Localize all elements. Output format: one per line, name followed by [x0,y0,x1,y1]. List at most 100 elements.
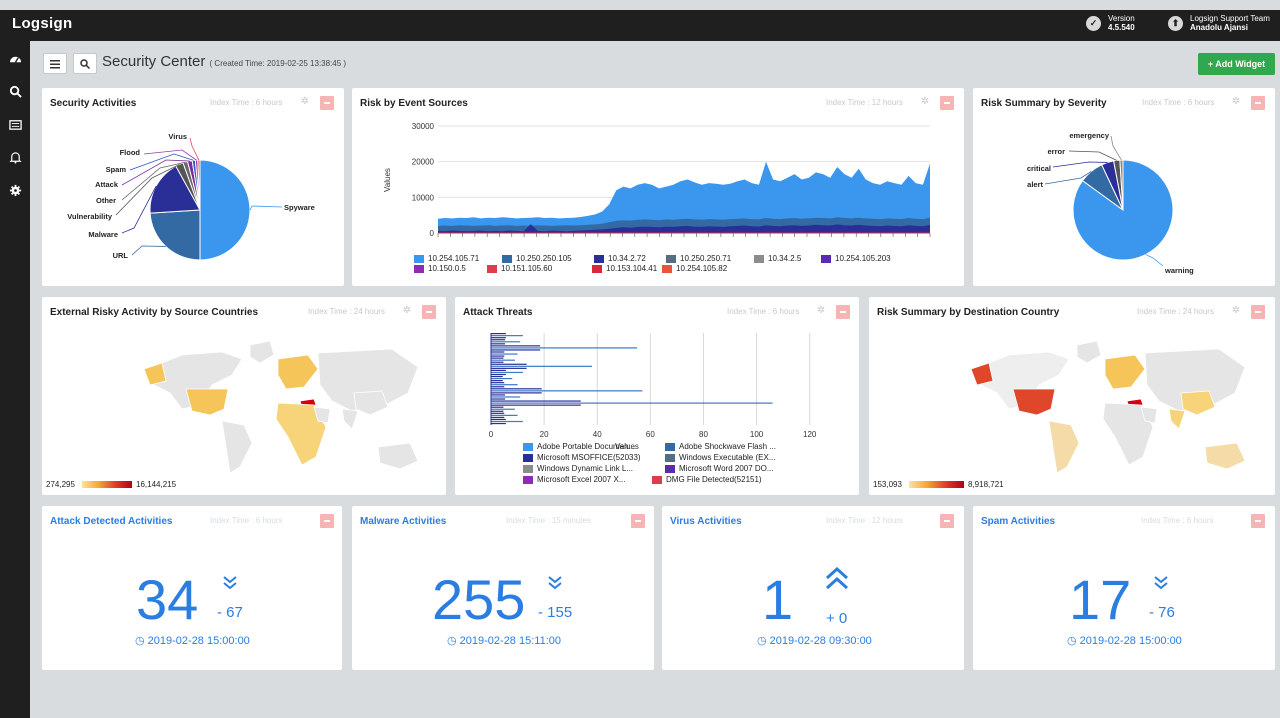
legend-item[interactable]: Adobe Portable Documen... [523,442,635,451]
attack-detected-panel: Attack Detected Activities Index Time : … [42,506,342,670]
legend-item[interactable]: 10.34.2.72 [594,254,646,263]
panel-title: Virus Activities [670,516,742,527]
legend-swatch [523,453,533,462]
x-tick-label: 100 [750,430,764,439]
bar [491,353,518,355]
legend-item[interactable]: DMG File Detected(52151) [652,475,762,484]
remove-widget-button[interactable] [1251,96,1265,110]
legend-swatch [665,464,675,473]
bar [491,410,504,412]
sidebar-item-reports[interactable] [0,112,30,136]
legend-swatch [662,264,672,273]
sidebar-item-search[interactable] [0,79,30,103]
legend-item[interactable]: 10.254.105.203 [821,254,891,263]
search-button[interactable] [73,53,97,74]
remove-widget-button[interactable] [631,514,645,528]
sidebar-item-alerts[interactable] [0,145,30,169]
pie-leader-line [131,245,166,256]
legend-item[interactable]: Windows Executable (EX... [665,453,775,462]
legend-label: 10.254.105.71 [428,254,480,263]
pie-slice-spyware [199,159,251,261]
legend-label: 10.250.250.105 [516,254,572,263]
legend-swatch [502,254,512,263]
bar [491,359,515,361]
bar [491,416,505,419]
gear-icon[interactable]: ✲ [402,305,412,316]
y-tick-label: 0 [430,229,435,238]
panel-title: Malware Activities [360,516,447,527]
panel-title: Risk by Event Sources [360,98,468,109]
panel-title: External Risky Activity by Source Countr… [50,307,259,318]
gear-icon[interactable]: ✲ [816,305,826,316]
pie-label: error [1047,147,1065,156]
metric-time: ◷ 2019-02-28 09:30:00 [757,635,872,647]
version-value: 4.5.540 [1108,23,1135,32]
pie-label: Malware [88,230,118,239]
bar [491,337,506,339]
sidebar-item-settings[interactable] [0,178,30,202]
remove-widget-button[interactable] [320,96,334,110]
y-tick-label: 20000 [412,158,435,167]
bar [491,357,504,359]
security-activities-panel: Security Activities Index Time : 6 hours… [42,88,344,286]
remove-widget-button[interactable] [940,96,954,110]
legend-item[interactable]: Adobe Shockwave Flash ... [665,442,776,451]
legend-item[interactable]: Windows Dynamic Link L... [523,464,633,473]
legend-item[interactable]: 10.254.105.82 [662,264,727,273]
chevron-double-down-icon [1153,574,1169,595]
world-map[interactable] [869,297,1275,495]
metric-time-text: 2019-02-28 15:00:00 [1079,635,1182,647]
remove-widget-button[interactable] [836,305,850,319]
legend-item[interactable]: 10.250.250.71 [666,254,731,263]
bar [491,355,505,357]
legend-item[interactable]: 10.250.250.105 [502,254,572,263]
y-tick-label: 10000 [412,193,435,202]
pie-label: Attack [95,180,119,189]
bar [491,390,643,392]
bar [491,420,523,423]
remove-widget-button[interactable] [422,305,436,319]
legend-item[interactable]: 10.151.105.60 [487,264,552,273]
gear-icon[interactable]: ✲ [1231,96,1241,107]
pie-leader-line [249,205,283,211]
brand-logo[interactable]: Logsign [12,15,73,32]
legend-item[interactable]: Microsoft MSOFFICE(52033) [523,453,641,462]
metric-time: ◷ 2019-02-28 15:00:00 [135,635,250,647]
legend-item[interactable]: 10.254.105.71 [414,254,479,263]
legend-item[interactable]: 10.150.0.5 [414,264,466,273]
spam-panel: Spam Activities Index Time : 6 hours 17 … [973,506,1275,670]
legend-item[interactable]: Microsoft Excel 2007 X... [523,475,625,484]
legend-label: 10.34.2.5 [768,254,802,263]
page-title: Security Center ( Created Time: 2019-02-… [102,53,346,70]
x-tick-label: 0 [489,430,494,439]
legend-item[interactable]: Microsoft Word 2007 DO... [665,464,774,473]
index-time: Index Time : 24 hours [308,307,385,316]
remove-widget-button[interactable] [1251,514,1265,528]
add-widget-button[interactable]: + Add Widget [1198,53,1275,75]
pie-label: Spyware [284,203,315,212]
country-india [1168,408,1186,430]
remove-widget-button[interactable] [320,514,334,528]
remove-widget-button[interactable] [1251,305,1265,319]
user-menu[interactable]: ⬆ Logsign Support Team Anadolu Ajansi [1168,14,1270,32]
bar [491,333,506,335]
bar [491,375,503,378]
legend-item[interactable]: 10.34.2.5 [754,254,801,263]
pie-label: alert [1027,180,1043,189]
legend-item[interactable]: 10.153.104.41 [592,264,657,273]
gear-icon[interactable]: ✲ [300,96,310,107]
gear-icon[interactable]: ✲ [1231,305,1241,316]
gear-icon[interactable]: ✲ [920,96,930,107]
hamburger-icon [50,59,60,68]
legend-swatch [665,453,675,462]
legend-label: Microsoft Word 2007 DO... [679,464,774,473]
menu-button[interactable] [43,53,67,74]
country-greenland [1076,340,1102,364]
remove-widget-button[interactable] [940,514,954,528]
country-india [341,408,359,430]
panel-title: Attack Threats [463,307,533,318]
sidebar-item-dashboard[interactable] [0,47,30,71]
country-me [313,406,331,424]
world-map[interactable] [42,297,446,495]
bar [491,392,542,394]
